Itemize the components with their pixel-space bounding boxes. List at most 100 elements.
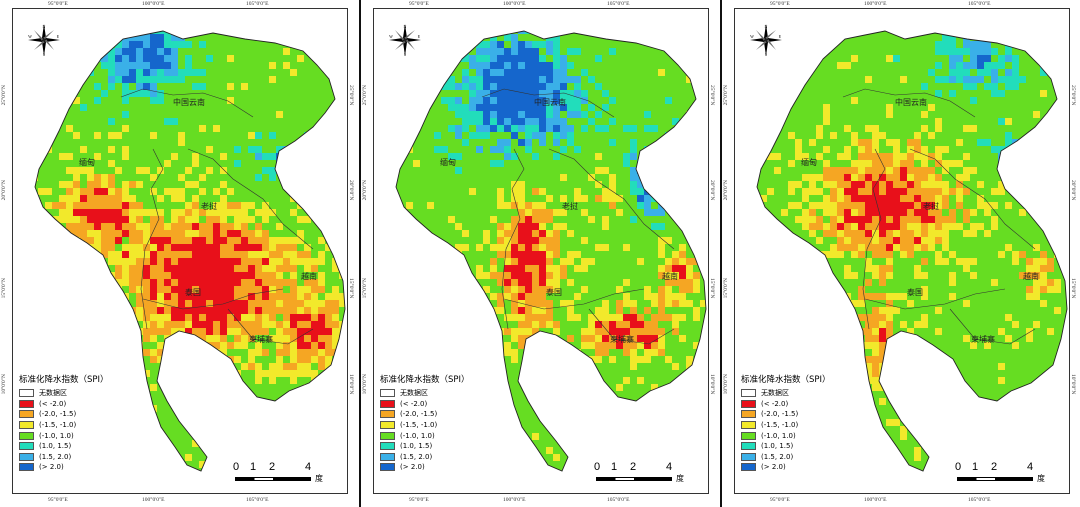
scale-bar: 0 1 2 4 度 xyxy=(233,461,333,489)
label-thailand: 泰国 xyxy=(546,288,562,297)
lon-tick-top: 100°0'0"E xyxy=(142,1,165,7)
legend-item: (1.0, 1.5) xyxy=(741,441,881,452)
lat-tick-right: 25°0'0"N xyxy=(1070,85,1076,106)
legend-label: (-2.0, -1.5) xyxy=(761,410,799,419)
legend-item: (1.5, 2.0) xyxy=(380,452,520,463)
legend-item: (-1.5, -1.0) xyxy=(741,420,881,431)
scale-unit: 度 xyxy=(315,474,323,483)
legend-swatch xyxy=(741,442,756,451)
legend-item: (-2.0, -1.5) xyxy=(741,409,881,420)
country-borders xyxy=(481,88,675,345)
lon-tick-bottom: 95°0'0"E xyxy=(409,497,429,503)
label-laos: 老挝 xyxy=(201,202,217,211)
country-borders xyxy=(842,88,1036,345)
legend-swatch xyxy=(19,399,34,408)
scale-unit: 度 xyxy=(1037,474,1045,483)
legend-item: (-1.0, 1.0) xyxy=(380,430,520,441)
lat-tick-right: 15°0'0"N xyxy=(348,278,354,299)
legend-label: (-1.0, 1.0) xyxy=(761,431,796,440)
land-outline xyxy=(756,30,1068,472)
legend-label: (> 2.0) xyxy=(400,463,425,472)
lon-tick-top: 100°0'0"E xyxy=(503,1,526,7)
legend-swatch xyxy=(741,399,756,408)
scale-bar: 0 1 2 4 度 xyxy=(594,461,694,489)
label-myanmar: 缅甸 xyxy=(440,158,456,167)
legend-item: (> 2.0) xyxy=(380,462,520,473)
legend-label: (1.5, 2.0) xyxy=(400,452,433,461)
lat-tick-right: 25°0'0"N xyxy=(709,85,715,106)
legend-swatch xyxy=(19,410,34,419)
compass-icon: N E S W xyxy=(389,24,421,57)
lon-tick-top: 100°0'0"E xyxy=(864,1,887,7)
label-yunnan: 中国云南 xyxy=(534,98,566,107)
lon-tick-top: 95°0'0"E xyxy=(48,1,68,7)
lat-tick-left: 20°0'0"N xyxy=(362,180,368,201)
legend-label: 无数据区 xyxy=(761,389,789,398)
compass-e: E xyxy=(779,34,782,39)
label-cambodia: 柬埔寨 xyxy=(610,335,634,344)
legend-item: (-2.0, -1.5) xyxy=(380,409,520,420)
compass-s: S xyxy=(43,52,45,57)
legend-swatch xyxy=(380,431,395,440)
scale-tick: 0 xyxy=(233,461,240,473)
legend-item: (1.0, 1.5) xyxy=(19,441,159,452)
lat-tick-right: 20°0'0"N xyxy=(348,180,354,201)
legend-label: (-1.5, -1.0) xyxy=(39,421,77,430)
compass-s: S xyxy=(765,52,767,57)
compass-n: N xyxy=(43,24,46,29)
lon-tick-top: 95°0'0"E xyxy=(770,1,790,7)
spi-legend: 标准化降水指数（SPI） 无数据区 (< -2.0) (-2.0, -1.5) (-1… xyxy=(380,373,520,473)
country-borders xyxy=(120,88,314,345)
compass-s: S xyxy=(404,52,406,57)
compass-e: E xyxy=(57,34,60,39)
scale-tick: 4 xyxy=(305,461,312,473)
lat-tick-left: 25°0'0"N xyxy=(723,85,729,106)
legend-item: (-1.0, 1.0) xyxy=(741,430,881,441)
scale-tick: 1 xyxy=(972,461,979,473)
spi-map xyxy=(756,30,1068,472)
legend-item: (1.5, 2.0) xyxy=(19,452,159,463)
map-panel-1: 95°0'0"E 100°0'0"E 105°0'0"E 95°0'0"E 10… xyxy=(0,0,358,507)
legend-swatch xyxy=(741,431,756,440)
lon-tick-bottom: 100°0'0"E xyxy=(864,497,887,503)
legend-label: (< -2.0) xyxy=(400,399,428,408)
legend-title: 标准化降水指数（SPI） xyxy=(380,375,470,385)
scale-track xyxy=(957,477,1033,481)
legend-label: (-1.5, -1.0) xyxy=(761,421,799,430)
lon-tick-top: 105°0'0"E xyxy=(968,1,991,7)
scale-tick: 2 xyxy=(991,461,998,473)
north-arrow: N E S W xyxy=(749,23,783,57)
lon-tick-bottom: 105°0'0"E xyxy=(968,497,991,503)
legend-swatch xyxy=(380,442,395,451)
legend-swatch xyxy=(19,463,34,472)
scale-tick: 2 xyxy=(269,461,276,473)
label-myanmar: 缅甸 xyxy=(801,158,817,167)
lat-tick-left: 15°0'0"N xyxy=(362,278,368,299)
legend-label: (1.0, 1.5) xyxy=(400,442,433,451)
legend-item: (< -2.0) xyxy=(380,399,520,410)
lat-tick-right: 15°0'0"N xyxy=(709,278,715,299)
legend-swatch xyxy=(741,389,756,398)
scale-track xyxy=(596,477,672,481)
scale-tick: 4 xyxy=(1027,461,1034,473)
scale-tick: 1 xyxy=(250,461,257,473)
lat-tick-right: 10°0'0"N xyxy=(348,374,354,395)
label-laos: 老挝 xyxy=(923,202,939,211)
lat-tick-right: 25°0'0"N xyxy=(348,85,354,106)
map-frame: N E S W 中国云南 缅甸 老挝 泰国 越南 柬埔寨 标准化降水指数（SPI… xyxy=(12,8,348,494)
legend-label: (1.5, 2.0) xyxy=(39,452,72,461)
lat-tick-left: 25°0'0"N xyxy=(1,85,7,106)
scale-bar: 0 1 2 4 度 xyxy=(955,461,1055,489)
map-frame: N E S W 中国云南 缅甸 老挝 泰国 越南 柬埔寨 标准化降水指数（SPI… xyxy=(373,8,709,494)
legend-label: (1.5, 2.0) xyxy=(761,452,794,461)
legend-swatch xyxy=(380,410,395,419)
label-cambodia: 柬埔寨 xyxy=(249,335,273,344)
legend-label: (> 2.0) xyxy=(761,463,786,472)
label-vietnam: 越南 xyxy=(301,272,317,281)
legend-label: (-1.0, 1.0) xyxy=(39,431,74,440)
lat-tick-left: 20°0'0"N xyxy=(723,180,729,201)
legend-swatch xyxy=(741,410,756,419)
spi-legend: 标准化降水指数（SPI） 无数据区 (< -2.0) (-2.0, -1.5) (-1… xyxy=(19,373,159,473)
spi-map xyxy=(395,30,707,472)
label-yunnan: 中国云南 xyxy=(895,98,927,107)
